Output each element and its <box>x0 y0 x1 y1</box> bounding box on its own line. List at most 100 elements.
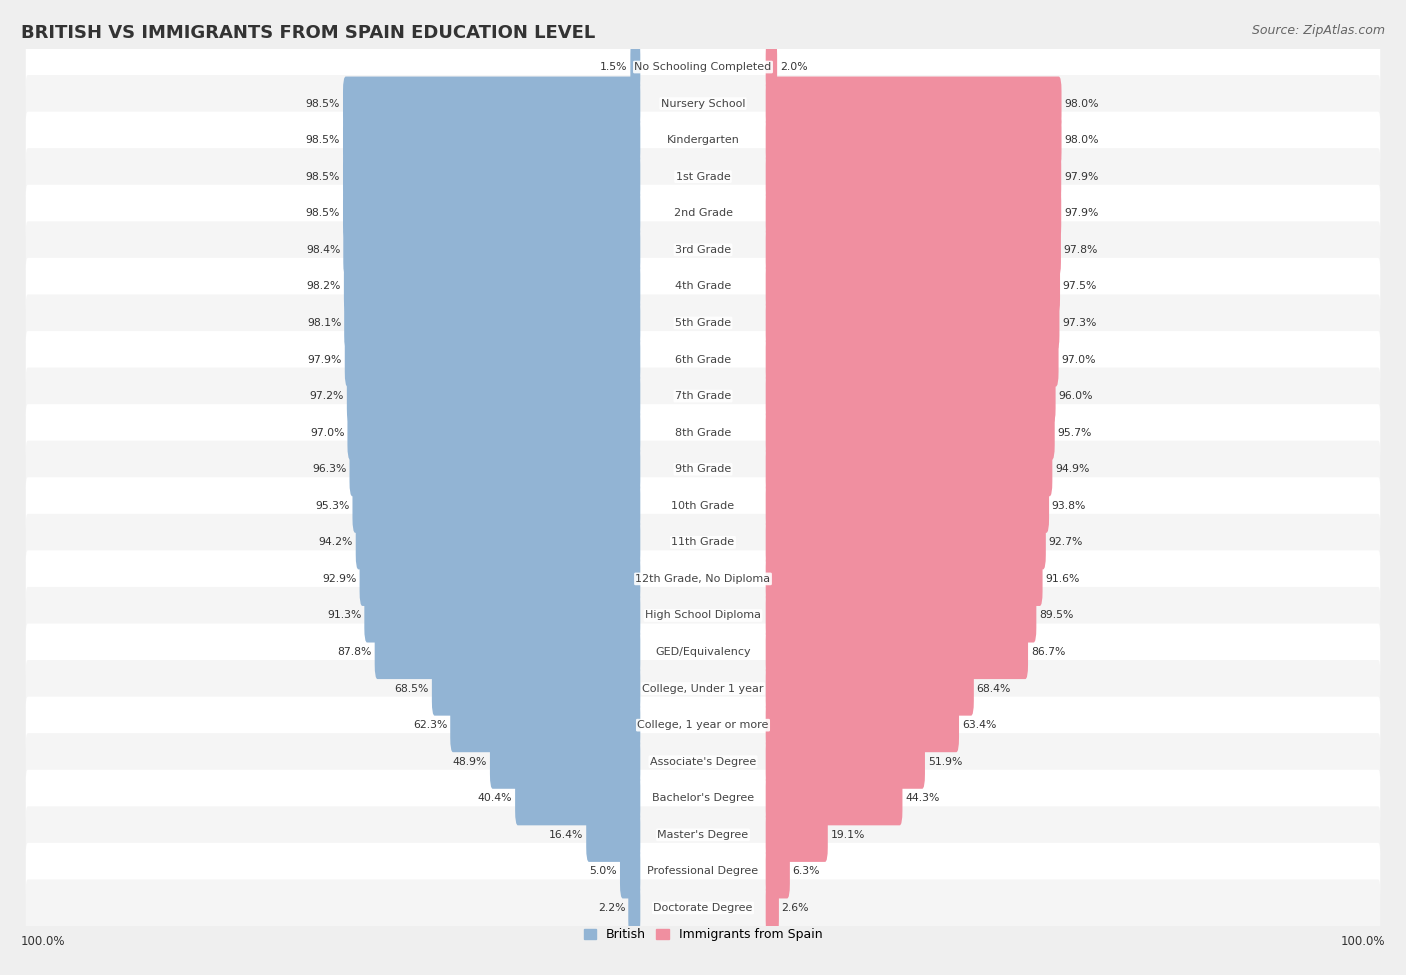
Text: 87.8%: 87.8% <box>337 647 373 657</box>
FancyBboxPatch shape <box>766 698 959 753</box>
Text: 5.0%: 5.0% <box>589 867 617 877</box>
FancyBboxPatch shape <box>766 113 1062 168</box>
Text: 98.0%: 98.0% <box>1064 98 1098 108</box>
FancyBboxPatch shape <box>628 881 640 935</box>
FancyBboxPatch shape <box>344 296 640 350</box>
Text: Doctorate Degree: Doctorate Degree <box>654 903 752 913</box>
FancyBboxPatch shape <box>515 771 640 825</box>
Text: 2.6%: 2.6% <box>782 903 810 913</box>
Text: 2.0%: 2.0% <box>780 62 807 72</box>
FancyBboxPatch shape <box>766 222 1062 277</box>
Text: 97.0%: 97.0% <box>311 428 344 438</box>
FancyBboxPatch shape <box>343 149 640 204</box>
Text: 2nd Grade: 2nd Grade <box>673 209 733 218</box>
FancyBboxPatch shape <box>766 881 779 935</box>
Text: 86.7%: 86.7% <box>1031 647 1066 657</box>
FancyBboxPatch shape <box>25 405 1381 461</box>
Text: 92.7%: 92.7% <box>1049 537 1083 547</box>
FancyBboxPatch shape <box>766 406 1054 460</box>
FancyBboxPatch shape <box>766 370 1056 423</box>
FancyBboxPatch shape <box>586 807 640 862</box>
Text: Kindergarten: Kindergarten <box>666 136 740 145</box>
Text: High School Diploma: High School Diploma <box>645 610 761 620</box>
Text: College, 1 year or more: College, 1 year or more <box>637 721 769 730</box>
FancyBboxPatch shape <box>25 477 1381 534</box>
Text: 91.3%: 91.3% <box>328 610 361 620</box>
Text: 96.0%: 96.0% <box>1059 391 1092 401</box>
FancyBboxPatch shape <box>364 588 640 643</box>
FancyBboxPatch shape <box>350 442 640 496</box>
Text: 11th Grade: 11th Grade <box>672 537 734 547</box>
Text: 94.9%: 94.9% <box>1054 464 1090 474</box>
FancyBboxPatch shape <box>25 368 1381 425</box>
FancyBboxPatch shape <box>25 733 1381 790</box>
FancyBboxPatch shape <box>360 552 640 605</box>
FancyBboxPatch shape <box>343 222 640 277</box>
FancyBboxPatch shape <box>343 186 640 240</box>
FancyBboxPatch shape <box>356 515 640 569</box>
Text: 68.5%: 68.5% <box>395 683 429 693</box>
FancyBboxPatch shape <box>766 588 1036 643</box>
Text: 100.0%: 100.0% <box>1340 935 1385 948</box>
Text: 97.9%: 97.9% <box>1064 172 1098 181</box>
Text: 44.3%: 44.3% <box>905 794 939 803</box>
Text: Bachelor's Degree: Bachelor's Degree <box>652 794 754 803</box>
Text: 97.9%: 97.9% <box>308 355 342 365</box>
Text: Master's Degree: Master's Degree <box>658 830 748 839</box>
FancyBboxPatch shape <box>347 370 640 423</box>
Text: BRITISH VS IMMIGRANTS FROM SPAIN EDUCATION LEVEL: BRITISH VS IMMIGRANTS FROM SPAIN EDUCATI… <box>21 24 595 42</box>
FancyBboxPatch shape <box>766 40 778 95</box>
Text: 98.2%: 98.2% <box>307 282 342 292</box>
FancyBboxPatch shape <box>25 185 1381 242</box>
Text: Nursery School: Nursery School <box>661 98 745 108</box>
FancyBboxPatch shape <box>353 479 640 532</box>
Text: Associate's Degree: Associate's Degree <box>650 757 756 766</box>
FancyBboxPatch shape <box>25 75 1381 133</box>
Text: 97.5%: 97.5% <box>1063 282 1097 292</box>
FancyBboxPatch shape <box>25 441 1381 497</box>
FancyBboxPatch shape <box>489 735 640 789</box>
FancyBboxPatch shape <box>374 625 640 679</box>
FancyBboxPatch shape <box>766 807 828 862</box>
FancyBboxPatch shape <box>343 76 640 131</box>
Text: GED/Equivalency: GED/Equivalency <box>655 647 751 657</box>
FancyBboxPatch shape <box>766 844 790 899</box>
FancyBboxPatch shape <box>25 806 1381 864</box>
Text: 48.9%: 48.9% <box>453 757 486 766</box>
FancyBboxPatch shape <box>766 625 1028 679</box>
Text: 98.5%: 98.5% <box>307 172 340 181</box>
FancyBboxPatch shape <box>766 442 1052 496</box>
Text: No Schooling Completed: No Schooling Completed <box>634 62 772 72</box>
FancyBboxPatch shape <box>25 842 1381 900</box>
Text: 19.1%: 19.1% <box>831 830 865 839</box>
FancyBboxPatch shape <box>25 696 1381 754</box>
FancyBboxPatch shape <box>766 296 1060 350</box>
Text: 96.3%: 96.3% <box>312 464 347 474</box>
Text: 98.5%: 98.5% <box>307 98 340 108</box>
FancyBboxPatch shape <box>766 332 1059 386</box>
Text: Source: ZipAtlas.com: Source: ZipAtlas.com <box>1251 24 1385 37</box>
Text: 63.4%: 63.4% <box>962 721 997 730</box>
Text: 98.0%: 98.0% <box>1064 136 1098 145</box>
Text: 98.5%: 98.5% <box>307 136 340 145</box>
FancyBboxPatch shape <box>25 624 1381 681</box>
Text: 97.0%: 97.0% <box>1062 355 1095 365</box>
Text: 1st Grade: 1st Grade <box>676 172 730 181</box>
FancyBboxPatch shape <box>766 771 903 825</box>
FancyBboxPatch shape <box>25 514 1381 571</box>
FancyBboxPatch shape <box>344 259 640 314</box>
Text: 97.9%: 97.9% <box>1064 209 1098 218</box>
Text: 93.8%: 93.8% <box>1052 501 1087 511</box>
Text: 97.3%: 97.3% <box>1062 318 1097 328</box>
Text: 98.4%: 98.4% <box>307 245 340 254</box>
Text: 7th Grade: 7th Grade <box>675 391 731 401</box>
FancyBboxPatch shape <box>25 39 1381 96</box>
FancyBboxPatch shape <box>766 149 1062 204</box>
FancyBboxPatch shape <box>25 550 1381 607</box>
Text: 4th Grade: 4th Grade <box>675 282 731 292</box>
FancyBboxPatch shape <box>766 552 1043 605</box>
Text: 16.4%: 16.4% <box>550 830 583 839</box>
Text: 94.2%: 94.2% <box>319 537 353 547</box>
FancyBboxPatch shape <box>766 735 925 789</box>
Text: 89.5%: 89.5% <box>1039 610 1073 620</box>
